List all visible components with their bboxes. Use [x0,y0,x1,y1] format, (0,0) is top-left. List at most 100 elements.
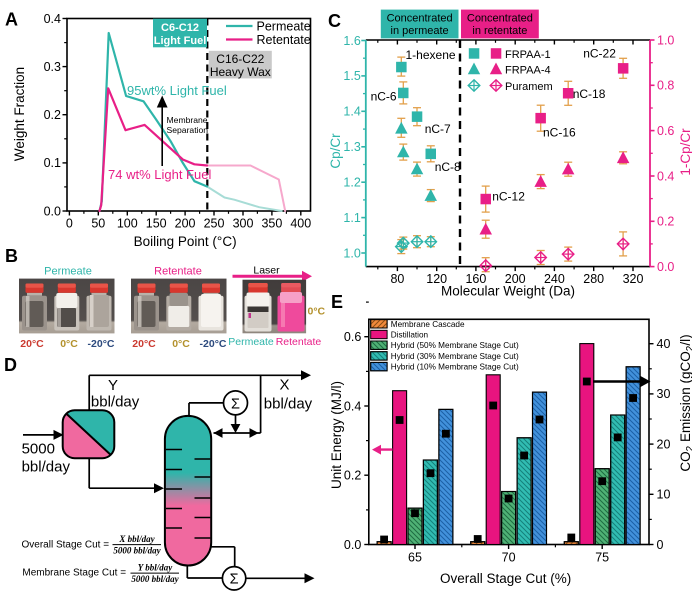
svg-text:Concentrated: Concentrated [387,13,453,25]
svg-text:Cp/Cr: Cp/Cr [328,133,343,169]
svg-text:Membrane Stage Cut =: Membrane Stage Cut = [22,568,126,579]
svg-text:70: 70 [502,551,516,565]
svg-text:75: 75 [595,551,609,565]
svg-text:320: 320 [623,272,644,286]
svg-text:Permeate: Permeate [44,266,92,278]
svg-text:5000 bbl/day: 5000 bbl/day [131,574,179,584]
svg-text:Molecular Weight (Da): Molecular Weight (Da) [441,284,575,299]
svg-text:1.1: 1.1 [343,211,360,225]
svg-text:Boiling Point (°C): Boiling Point (°C) [134,234,237,249]
svg-text:1-Cp/Cr: 1-Cp/Cr [678,128,692,176]
svg-text:200: 200 [175,217,196,231]
svg-text:30: 30 [657,387,671,401]
svg-text:in retentate: in retentate [472,25,527,37]
svg-text:Hybrid (30% Membrane Stage Cut: Hybrid (30% Membrane Stage Cut) [391,352,519,361]
svg-text:nC-16: nC-16 [543,126,576,140]
svg-text:E: E [331,292,343,312]
svg-text:80: 80 [390,272,404,286]
svg-text:Membrane: Membrane [167,115,208,125]
svg-text:0.4: 0.4 [44,12,61,26]
svg-text:40: 40 [657,337,671,351]
svg-text:0.2: 0.2 [44,108,61,122]
svg-text:150: 150 [146,217,167,231]
svg-text:1-hexene: 1-hexene [406,48,456,62]
svg-text:0.0: 0.0 [344,538,361,552]
svg-text:20°C: 20°C [20,338,44,350]
svg-text:0.1: 0.1 [44,156,61,170]
svg-text:FRPAA-1: FRPAA-1 [505,49,551,61]
svg-text:-20°C: -20°C [200,338,227,350]
svg-text:C6-C12: C6-C12 [161,22,199,34]
svg-text:X bbl/day: X bbl/day [118,534,155,544]
svg-text:Puramem: Puramem [505,81,553,93]
svg-text:5000: 5000 [22,441,55,458]
svg-text:Hybrid (10% Membrane Stage Cut: Hybrid (10% Membrane Stage Cut) [391,363,519,372]
svg-text:CO2 Emission (gCO2/l): CO2 Emission (gCO2/l) [678,334,692,471]
svg-text:Unit Energy (MJ/l): Unit Energy (MJ/l) [329,381,344,489]
svg-text:D: D [4,355,17,375]
svg-text:1.3: 1.3 [343,140,360,154]
svg-text:nC-6: nC-6 [371,90,397,104]
svg-text:Separation: Separation [167,125,209,135]
svg-text:1.4: 1.4 [343,105,360,119]
svg-text:0.4: 0.4 [344,399,361,413]
svg-text:10: 10 [657,488,671,502]
svg-text:FRPAA-4: FRPAA-4 [505,65,551,77]
svg-text:400: 400 [290,217,311,231]
svg-text:Weight Fraction: Weight Fraction [12,67,27,161]
svg-text:0.3: 0.3 [44,60,61,74]
svg-text:nC-7: nC-7 [425,122,451,136]
svg-text:120: 120 [426,272,447,286]
svg-text:Σ: Σ [230,572,239,588]
svg-text:Light Fuel: Light Fuel [154,35,207,47]
svg-text:B: B [5,246,18,266]
svg-text:Σ: Σ [231,396,240,412]
svg-text:nC-12: nC-12 [492,190,525,204]
svg-text:0: 0 [657,538,664,552]
svg-text:nC-8: nC-8 [435,160,461,174]
svg-text:Retentate: Retentate [257,33,311,47]
svg-text:0: 0 [66,217,73,231]
svg-text:65: 65 [408,551,422,565]
svg-text:Hybrid (50% Membrane Stage Cut: Hybrid (50% Membrane Stage Cut) [391,341,519,350]
svg-text:Retentate: Retentate [276,336,322,348]
svg-text:350: 350 [261,217,282,231]
svg-text:280: 280 [583,272,604,286]
svg-text:20°C: 20°C [132,338,156,350]
svg-text:Y bbl/day: Y bbl/day [138,563,173,573]
svg-text:0°C: 0°C [308,306,326,318]
svg-text:Membrane Cascade: Membrane Cascade [391,320,465,329]
svg-text:-20°C: -20°C [88,338,115,350]
svg-text:95wt% Light Fuel: 95wt% Light Fuel [127,83,227,98]
svg-text:0°C: 0°C [172,338,190,350]
svg-text:240: 240 [544,272,565,286]
svg-text:1.0: 1.0 [657,33,674,47]
svg-text:1.2: 1.2 [343,176,360,190]
svg-text:nC-18: nC-18 [573,87,606,101]
svg-text:Retentate: Retentate [154,266,202,278]
svg-text:0.2: 0.2 [657,215,674,229]
svg-text:0.0: 0.0 [657,260,674,274]
svg-text:X: X [279,377,289,394]
svg-text:0.8: 0.8 [657,79,674,93]
svg-text:0.4: 0.4 [657,169,674,183]
svg-text:20: 20 [657,437,671,451]
svg-text:Overall Stage Cut (%): Overall Stage Cut (%) [440,571,571,586]
svg-text:0.6: 0.6 [657,124,674,138]
svg-text:250: 250 [204,217,225,231]
svg-text:5000 bbl/day: 5000 bbl/day [113,546,161,556]
svg-text:160: 160 [465,272,486,286]
svg-text:1.0: 1.0 [343,246,360,260]
svg-text:0.6: 0.6 [344,330,361,344]
svg-text:0°C: 0°C [60,338,78,350]
svg-text:Laser: Laser [253,265,280,277]
svg-text:bbl/day: bbl/day [264,396,313,413]
svg-text:74 wt% Light Fuel: 74 wt% Light Fuel [108,167,211,182]
svg-text:300: 300 [233,217,254,231]
svg-text:Heavy Wax: Heavy Wax [210,65,271,79]
svg-text:Y: Y [108,377,118,394]
svg-text:C16-C22: C16-C22 [216,52,264,66]
svg-text:0.0: 0.0 [44,204,61,218]
svg-text:A: A [5,10,18,30]
svg-text:Concentrated: Concentrated [467,13,533,25]
